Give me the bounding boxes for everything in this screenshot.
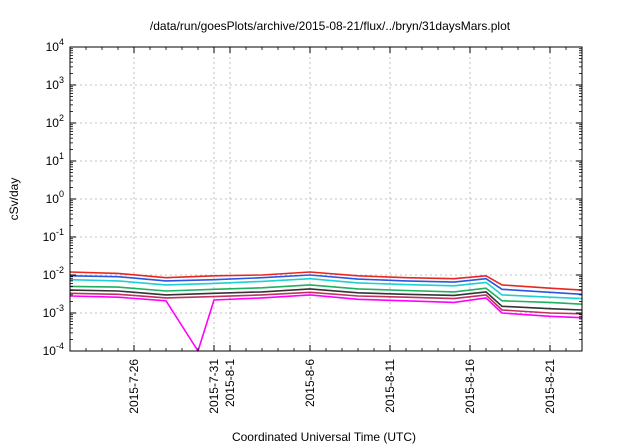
series-line-1	[69, 271, 583, 291]
y-tick-exponent: -1	[56, 227, 64, 237]
y-tick-base: 10	[46, 116, 60, 130]
y-tick-label: 10-1	[43, 227, 64, 244]
y-tick-exponent: 3	[59, 75, 64, 85]
y-tick-base: 10	[43, 306, 57, 320]
x-tick-label: 2015-7-26	[127, 359, 141, 414]
x-tick-label: 2015-8-6	[303, 359, 317, 407]
y-tick-exponent: -2	[56, 265, 64, 275]
y-tick-base: 10	[46, 154, 60, 168]
series-line-5	[69, 288, 583, 311]
x-tick-label: 2015-8-16	[463, 359, 477, 414]
y-axis-label: cSv/day	[7, 178, 21, 221]
y-tick-label: 100	[46, 189, 64, 206]
series-line-3	[69, 277, 583, 300]
series-line-2	[69, 274, 583, 296]
y-tick-base: 10	[43, 344, 57, 358]
y-tick-exponent: 0	[59, 189, 64, 199]
series-line-4	[69, 284, 583, 305]
y-tick-label: 10-3	[43, 303, 64, 320]
y-tick-label: 101	[46, 151, 64, 168]
x-tick-label: 2015-8-11	[383, 359, 397, 413]
y-tick-base: 10	[46, 78, 60, 92]
y-tick-exponent: -3	[56, 303, 64, 313]
y-tick-base: 10	[46, 192, 60, 206]
y-tick-label: 10-4	[43, 341, 64, 358]
series-line-7	[69, 294, 583, 352]
series-line-6	[69, 291, 583, 315]
chart-title: /data/run/goesPlots/archive/2015-08-21/f…	[150, 19, 511, 33]
gridlines	[70, 47, 582, 351]
y-tick-base: 10	[46, 40, 60, 54]
y-tick-label: 103	[46, 75, 64, 92]
y-tick-exponent: 4	[59, 37, 64, 47]
y-tick-label: 102	[46, 113, 64, 130]
y-tick-label: 104	[46, 37, 64, 54]
y-tick-exponent: 2	[59, 113, 64, 123]
y-tick-base: 10	[43, 230, 57, 244]
x-axis-label: Coordinated Universal Time (UTC)	[232, 430, 416, 444]
y-tick-base: 10	[43, 268, 57, 282]
x-axis: 2015-7-26 2015-7-31 2015-8-1 2015-8-6 2015-8…	[85, 47, 567, 414]
series-group	[69, 271, 583, 352]
x-tick-label: 2015-7-31	[207, 359, 221, 414]
y-tick-label: 10-2	[43, 265, 64, 282]
x-tick-label: 2015-8-21	[543, 359, 557, 414]
y-tick-exponent: 1	[59, 151, 64, 161]
x-tick-label: 2015-8-1	[223, 359, 237, 407]
y-tick-exponent: -4	[56, 341, 64, 351]
